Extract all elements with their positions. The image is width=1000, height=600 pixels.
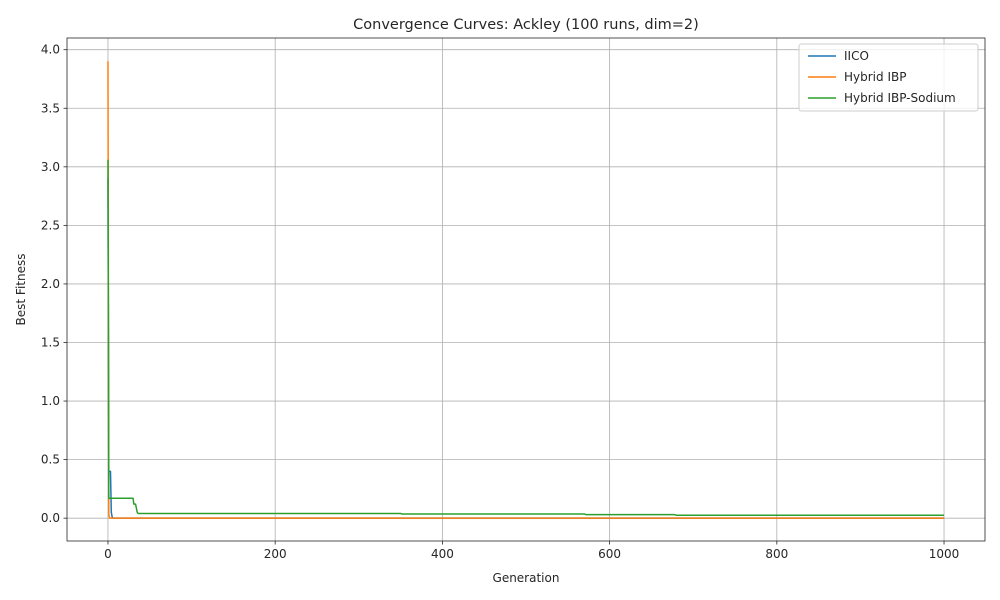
legend-label-1: IICO [844, 49, 869, 63]
chart-title: Convergence Curves: Ackley (100 runs, di… [353, 17, 699, 33]
legend-box [798, 43, 979, 112]
series-line-3 [107, 159, 945, 516]
x-tick-label: 600 [598, 547, 621, 561]
grid-lines [67, 38, 985, 541]
series-lines [107, 61, 945, 519]
y-tick-label: 2.5 [41, 218, 60, 232]
x-tick-label: 400 [431, 547, 454, 561]
x-axis-label: Generation [493, 571, 560, 585]
y-tick-label: 3.5 [41, 101, 60, 115]
y-tick-label: 3.0 [41, 160, 60, 174]
x-tick-label: 0 [104, 547, 112, 561]
y-tick-label: 1.5 [41, 335, 60, 349]
x-tick-label: 1000 [929, 547, 960, 561]
y-tick-label: 4.0 [41, 43, 60, 57]
x-tick-label: 800 [765, 547, 788, 561]
y-axis-label: Best Fitness [14, 254, 28, 326]
y-tick-label: 2.0 [41, 277, 60, 291]
legend: IICO Hybrid IBP Hybrid IBP-Sodium [798, 43, 979, 112]
y-tick-label: 0.0 [41, 511, 60, 525]
x-tick-label: 200 [264, 547, 287, 561]
axis-ticks: 0 200 400 600 800 1000 0.0 0.5 1.0 1.5 2.0 2.5 3.0 3.… [41, 43, 959, 561]
y-tick-label: 0.5 [41, 453, 60, 467]
legend-label-2: Hybrid IBP [844, 70, 906, 84]
legend-label-3: Hybrid IBP-Sodium [844, 91, 956, 105]
y-tick-label: 1.0 [41, 394, 60, 408]
plot-area-frame [66, 37, 986, 542]
